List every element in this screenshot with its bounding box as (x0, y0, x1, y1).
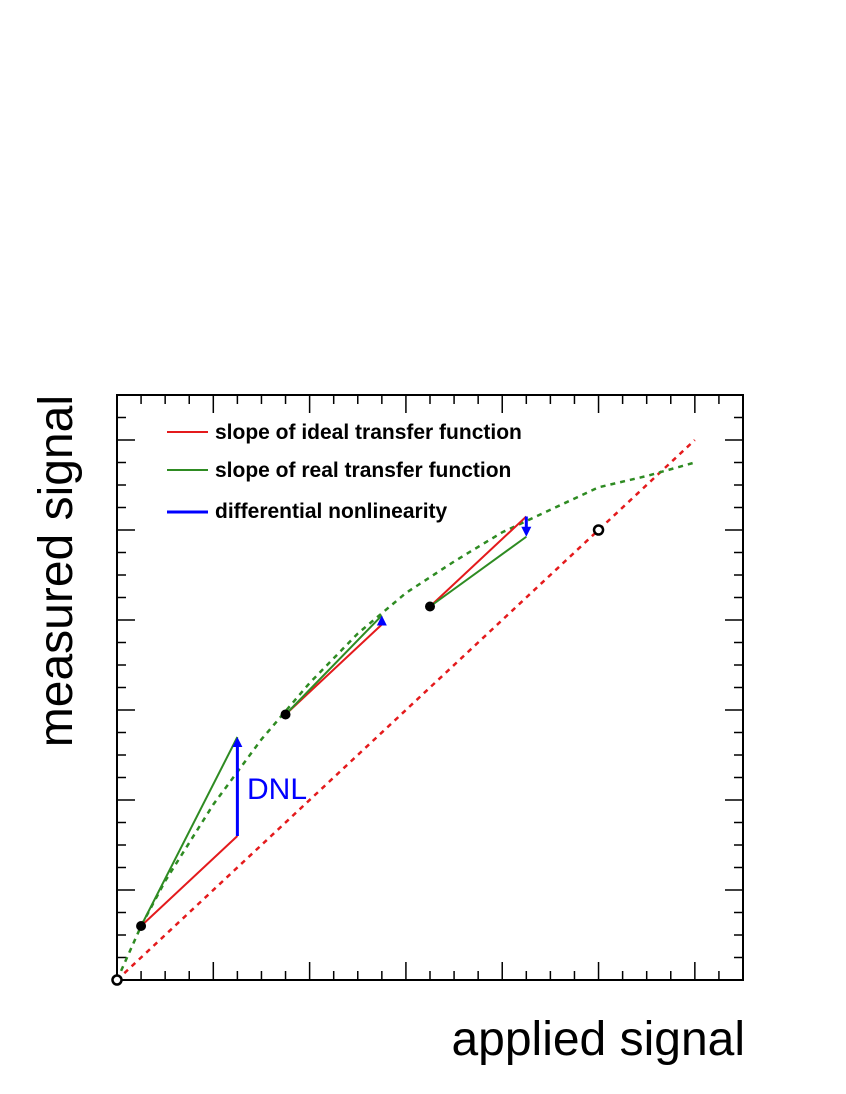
legend: slope of ideal transfer function slope o… (167, 421, 522, 523)
ideal-slope-segment (140, 835, 239, 927)
real-slope-segment (429, 535, 527, 608)
y-axis-title: measured signal (30, 395, 83, 747)
annotation-dnl: DNL (247, 773, 307, 806)
filled-point (280, 709, 291, 720)
dnl-arrow-head (376, 615, 387, 626)
filled-point (136, 921, 147, 931)
dnl-arrow-head (521, 526, 532, 537)
legend-label-real: slope of real transfer function (215, 459, 511, 482)
slope-segments (140, 515, 527, 927)
x-axis-title: applied signal (451, 1013, 745, 1066)
legend-label-dnl: differential nonlinearity (215, 500, 448, 523)
ideal-transfer-curve (116, 439, 696, 981)
legend-label-ideal: slope of ideal transfer function (215, 421, 522, 444)
dnl-arrow-head (232, 737, 243, 747)
ideal-slope-segment (284, 623, 383, 716)
dnl-arrows (232, 516, 532, 836)
real-slope-segment (284, 614, 383, 716)
real-slope-segment (140, 736, 239, 927)
transfer-curves (115, 439, 696, 981)
axis-ticks (116, 394, 744, 981)
open-point (592, 524, 605, 536)
data-points (111, 524, 605, 986)
open-point (111, 974, 123, 986)
filled-point (425, 601, 435, 612)
ideal-slope-segment (429, 515, 527, 608)
